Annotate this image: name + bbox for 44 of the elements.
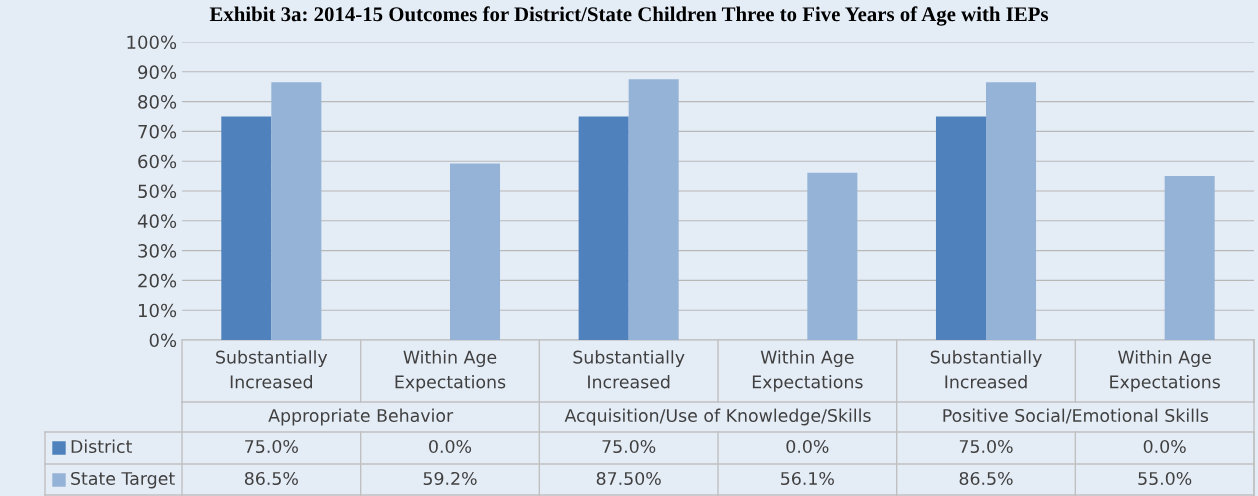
y-tick-label: 10% (138, 303, 177, 318)
y-tick-label: 70% (138, 124, 177, 139)
bar (578, 116, 629, 340)
bar (450, 163, 501, 340)
y-tick-label: 80% (138, 95, 177, 109)
y-tick-label: 90% (138, 65, 177, 79)
x-tick-label: Substantially Increased (216, 350, 328, 389)
bar (221, 116, 272, 340)
data-label: 86.5% (959, 471, 1013, 486)
x-tick-label: Within Age Expectations (1110, 350, 1220, 392)
y-tick-label: 50% (138, 184, 177, 199)
x-tick-label: Within Age Expectations (752, 350, 863, 392)
y-tick-label: 30% (138, 244, 177, 258)
x-tick-label: Substantially Increased (573, 350, 685, 389)
data-label: 75.0% (245, 439, 298, 454)
y-tick-label: 100% (127, 35, 177, 50)
x-tick-label: Within Age Expectations (395, 350, 506, 392)
data-label: 0.0% (1143, 439, 1186, 454)
text: Acquisition/Use of Knowledge/Skills (564, 408, 871, 426)
bar (807, 172, 858, 340)
data-label: 59.2% (423, 471, 477, 486)
bar (935, 116, 986, 340)
data-label: 0.0% (429, 439, 472, 454)
data-label: 56.1% (781, 471, 834, 486)
data-label: 87.50% (596, 471, 661, 486)
text: Appropriate Behavior (268, 408, 454, 426)
data-label: 86.5% (244, 471, 298, 486)
chart-title: Exhibit 3a: 2014-15 Outcomes for District/State Children Three to Five Years of Age with IEPs (209, 6, 1049, 26)
bar (271, 82, 322, 340)
bar (628, 79, 679, 340)
legend-label: District (71, 439, 132, 454)
data-label: 55.0% (1138, 471, 1192, 486)
bar (1164, 176, 1215, 340)
x-tick-label: Substantially Increased (930, 350, 1042, 389)
data-label: 75.0% (602, 439, 656, 454)
y-tick-label: 20% (138, 273, 177, 288)
data-label: 75.0% (959, 439, 1013, 454)
data-label: 0.0% (786, 439, 829, 454)
legend-label: State Target (71, 471, 175, 489)
y-tick-label: 40% (137, 214, 177, 228)
text: Positive Social/Emotional Skills (943, 408, 1209, 424)
y-tick-label: 0% (149, 333, 177, 348)
bar (986, 82, 1037, 340)
y-tick-label: 60% (138, 154, 177, 169)
